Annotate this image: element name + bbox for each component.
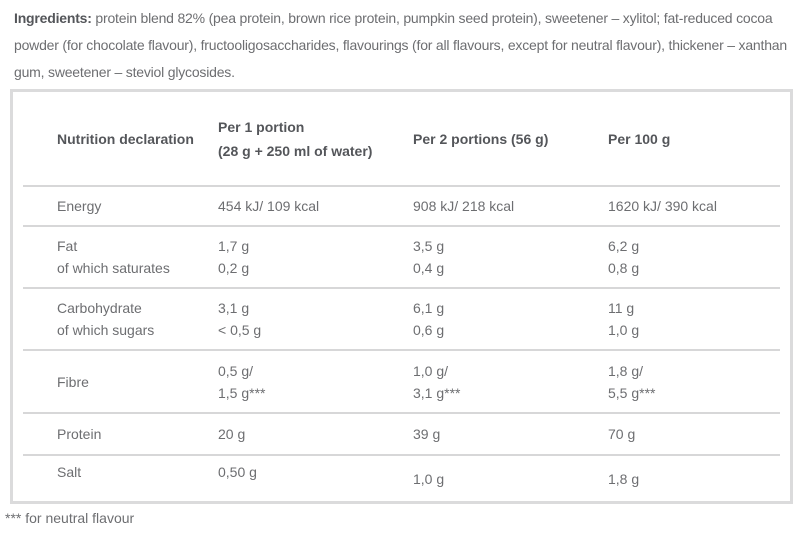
value-text: 5,5 g*** [608,384,656,401]
value-text: 11 g [608,300,635,316]
value-text: 0,8 g [608,260,640,276]
value-text: 3,1 g [218,300,250,316]
header-per-100-g: Per 100 g [608,92,790,185]
row-salt: Salt 0,50 g 1,0 g 1,8 g [13,456,790,501]
ingredients-label: Ingredients: [14,10,92,26]
row-label: Salt [13,449,218,494]
table-header-row: Nutrition declaration Per 1 portion (28 … [13,92,790,185]
value-cell: 6,2 g 0,8 g [608,227,790,287]
value-text: 0,2 g [218,260,250,276]
value-text: 3,5 g [413,238,445,254]
value-text: 3,1 g*** [413,384,461,401]
value-text: < 0,5 g [218,322,262,338]
value-text: 454 kJ/ 109 kcal [218,198,320,214]
row-label-text: of which sugars [57,322,155,338]
value-cell: 1620 kJ/ 390 kcal [608,187,790,225]
row-divider [23,454,780,456]
value-text: 1,8 g [608,470,640,487]
row-label-text: Energy [57,198,102,214]
header-line: Per 100 g [608,130,671,147]
value-text: 1620 kJ/ 390 kcal [608,198,717,214]
value-text: 20 g [218,426,246,442]
value-text: 70 g [608,426,636,442]
row-divider [23,412,780,414]
value-cell: 1,0 g [413,456,608,501]
value-cell: 39 g [413,414,608,454]
row-carbohydrate-sugars: Carbohydrate of which sugars 3,1 g < 0,5… [13,289,790,349]
row-label: Fibre [13,351,218,412]
row-label: Energy [13,187,218,225]
value-text: 908 kJ/ 218 kcal [413,198,515,214]
value-text: 6,2 g [608,238,640,254]
row-divider [23,225,780,227]
nutrition-table: Nutrition declaration Per 1 portion (28 … [10,89,793,504]
value-cell: 1,7 g 0,2 g [218,227,413,287]
value-cell: 3,1 g < 0,5 g [218,289,413,349]
row-label-text: Fat [57,238,78,254]
header-nutrition-declaration: Nutrition declaration [13,92,218,185]
row-divider [23,349,780,351]
value-text: 1,0 g [608,322,640,338]
value-cell: 20 g [218,414,413,454]
value-text: 0,50 g [218,463,257,480]
value-text: 39 g [413,426,441,442]
value-cell: 908 kJ/ 218 kcal [413,187,608,225]
value-text: 0,4 g [413,260,445,276]
row-protein: Protein 20 g 39 g 70 g [13,414,790,454]
row-energy: Energy 454 kJ/ 109 kcal 908 kJ/ 218 kcal… [13,187,790,225]
value-cell: 0,5 g/ 1,5 g*** [218,351,413,412]
row-divider [23,185,780,187]
value-cell: 454 kJ/ 109 kcal [218,187,413,225]
row-label-text: Salt [57,463,82,480]
row-label-text: Fibre [57,373,89,390]
row-fat-saturates: Fat of which saturates 1,7 g 0,2 g 3,5 g… [13,227,790,287]
value-cell: 1,8 g/ 5,5 g*** [608,351,790,412]
value-text: 1,7 g [218,238,250,254]
row-divider [23,287,780,289]
value-cell: 0,50 g [218,449,413,494]
ingredients-text: protein blend 82% (pea protein, brown ri… [14,10,787,80]
row-label: Carbohydrate of which sugars [13,289,218,349]
value-cell: 11 g 1,0 g [608,289,790,349]
value-text: 0,5 g/ [218,362,254,379]
value-cell: 6,1 g 0,6 g [413,289,608,349]
footnote: *** for neutral flavour [5,510,135,526]
row-label-text: Carbohydrate [57,300,142,316]
header-line: Per 1 portion [218,118,305,135]
header-line: Nutrition declaration [57,130,194,147]
value-cell: 70 g [608,414,790,454]
header-line: (28 g + 250 ml of water) [218,142,373,159]
value-text: 6,1 g [413,300,445,316]
value-text: 0,6 g [413,322,445,338]
header-line: Per 2 portions (56 g) [413,130,549,147]
value-cell: 3,5 g 0,4 g [413,227,608,287]
value-text: 1,0 g/ [413,362,449,379]
value-text: 1,5 g*** [218,384,266,401]
header-per-1-portion: Per 1 portion (28 g + 250 ml of water) [218,92,413,185]
row-label-text: Protein [57,426,102,442]
row-label: Protein [13,414,218,454]
row-fibre: Fibre 0,5 g/ 1,5 g*** 1,0 g/ 3,1 g*** 1,… [13,351,790,412]
value-text: 1,0 g [413,470,445,487]
value-cell: 1,0 g/ 3,1 g*** [413,351,608,412]
ingredients-paragraph: Ingredients: protein blend 82% (pea prot… [14,5,800,86]
value-cell: 1,8 g [608,456,790,501]
row-label: Fat of which saturates [13,227,218,287]
value-text: 1,8 g/ [608,362,644,379]
header-per-2-portions: Per 2 portions (56 g) [413,92,608,185]
row-label-text: of which saturates [57,260,170,276]
